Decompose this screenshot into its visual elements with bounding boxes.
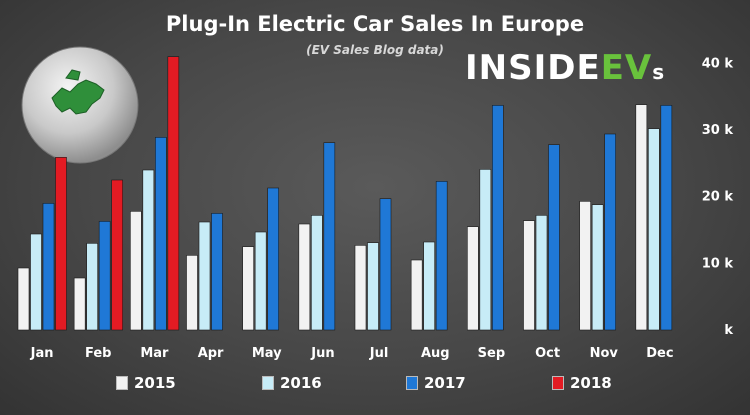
europe-globe-icon bbox=[21, 46, 139, 164]
bar-2016-mar bbox=[142, 169, 155, 331]
y-tick-label: 40 k bbox=[702, 56, 734, 71]
bar-2015-jun bbox=[298, 223, 311, 331]
x-tick-label: Apr bbox=[198, 346, 224, 361]
bar-2016-nov bbox=[591, 204, 604, 331]
bar-2015-aug bbox=[410, 259, 423, 331]
legend-label-2015: 2015 bbox=[134, 374, 176, 392]
bar-2018-feb bbox=[111, 179, 123, 331]
bar-2016-aug bbox=[423, 241, 435, 331]
bar-2016-dec bbox=[648, 128, 660, 331]
bar-2015-feb bbox=[73, 277, 86, 331]
legend-item-2017: 2017 bbox=[406, 374, 466, 392]
x-tick-label: Dec bbox=[646, 346, 673, 361]
x-tick-label: Aug bbox=[421, 346, 450, 361]
bar-2017-oct bbox=[548, 144, 560, 331]
bar-2016-apr bbox=[198, 221, 211, 331]
legend-item-2015: 2015 bbox=[116, 374, 176, 392]
x-tick-label: Nov bbox=[590, 346, 619, 361]
bar-2015-mar bbox=[130, 211, 142, 331]
legend-item-2016: 2016 bbox=[262, 374, 322, 392]
bar-2016-may bbox=[254, 231, 267, 331]
bar-2018-mar bbox=[167, 56, 180, 331]
chart-title: Plug-In Electric Car Sales In Europe bbox=[165, 12, 585, 36]
bar-2017-feb bbox=[98, 221, 111, 331]
x-tick-label: Jul bbox=[369, 346, 389, 361]
bar-2016-jun bbox=[311, 215, 323, 331]
bar-2016-sep bbox=[479, 169, 492, 331]
x-tick-label: Mar bbox=[140, 346, 169, 361]
y-tick-label: k bbox=[724, 323, 733, 338]
x-tick-label: Oct bbox=[535, 346, 560, 361]
bar-2015-sep bbox=[467, 226, 479, 331]
bar-2016-oct bbox=[535, 215, 548, 331]
insideevs-logo: INSIDEEVs bbox=[465, 48, 666, 88]
chart-subtitle: (EV Sales Blog data) bbox=[306, 43, 444, 57]
bar-2015-dec bbox=[635, 104, 648, 331]
x-tick-label: Jan bbox=[30, 346, 54, 361]
legend-swatch-2017 bbox=[406, 376, 418, 390]
legend-label-2018: 2018 bbox=[570, 374, 612, 392]
legend-swatch-2015 bbox=[116, 376, 128, 390]
y-tick-label: 10 k bbox=[702, 256, 734, 271]
bar-2017-jul bbox=[379, 198, 392, 331]
bar-2015-apr bbox=[186, 255, 198, 331]
bar-2015-may bbox=[242, 246, 254, 331]
bar-2017-sep bbox=[492, 105, 504, 331]
bar-2017-apr bbox=[211, 213, 223, 331]
bar-2017-aug bbox=[435, 181, 448, 331]
bar-2017-mar bbox=[155, 137, 167, 331]
bar-2015-jul bbox=[354, 245, 367, 331]
legend-swatch-2018 bbox=[552, 376, 564, 390]
legend-label-2017: 2017 bbox=[424, 374, 466, 392]
bar-2017-dec bbox=[660, 105, 673, 331]
x-tick-label: Feb bbox=[85, 346, 111, 361]
bar-2018-jan bbox=[55, 157, 67, 331]
y-tick-label: 20 k bbox=[702, 190, 734, 205]
x-tick-label: Jun bbox=[310, 346, 334, 361]
bar-2016-jul bbox=[367, 242, 379, 331]
bar-2017-may bbox=[267, 187, 279, 331]
legend-label-2016: 2016 bbox=[280, 374, 322, 392]
legend-item-2018: 2018 bbox=[552, 374, 612, 392]
x-tick-label: Sep bbox=[478, 346, 506, 361]
bar-2015-nov bbox=[579, 201, 591, 331]
bar-2015-oct bbox=[523, 220, 535, 331]
x-tick-label: May bbox=[252, 346, 282, 361]
bar-2015-jan bbox=[17, 267, 30, 331]
bar-2017-jan bbox=[42, 203, 55, 331]
chart-legend: 2015 2016 2017 2018 bbox=[0, 374, 750, 398]
y-tick-label: 30 k bbox=[702, 123, 734, 138]
bar-2017-nov bbox=[604, 133, 616, 331]
bar-2016-jan bbox=[30, 233, 42, 331]
bar-2016-feb bbox=[86, 243, 98, 331]
legend-swatch-2016 bbox=[262, 376, 274, 390]
bar-2017-jun bbox=[323, 142, 336, 331]
